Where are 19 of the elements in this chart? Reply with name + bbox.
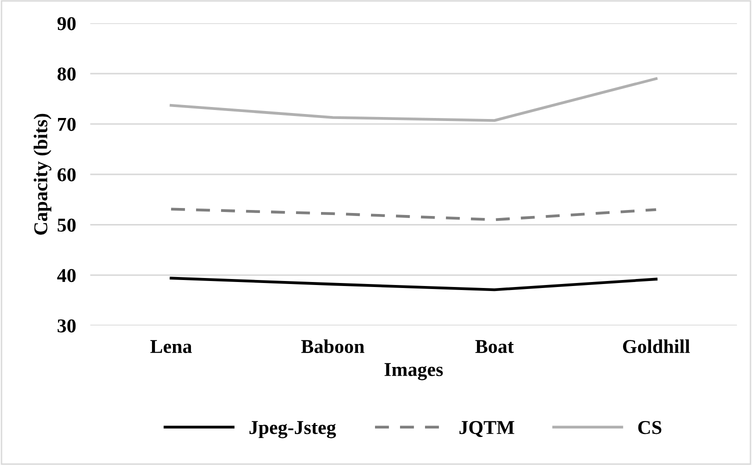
x-tick-label: Goldhill <box>623 339 690 354</box>
x-axis-title: Images <box>384 363 443 380</box>
y-tick-label: 50 <box>58 218 76 232</box>
y-tick-label: 30 <box>58 319 76 332</box>
legend-label: CS <box>638 421 662 434</box>
y-tick-label: 80 <box>58 67 76 81</box>
y-tick-label: 70 <box>58 118 76 131</box>
y-tick-label: 90 <box>57 17 76 30</box>
x-tick-label: Boat <box>475 340 514 354</box>
line-series <box>170 77 658 122</box>
x-tick-label: Lena <box>150 340 192 354</box>
y-tick-label: 60 <box>58 168 76 182</box>
line-series <box>170 276 658 292</box>
x-tick-label: Baboon <box>301 339 364 354</box>
legend-label: Jpeg-Jsteg <box>250 421 336 438</box>
y-axis-title: Capacity (bits) <box>34 114 52 235</box>
legend-label: JQTM <box>459 421 514 438</box>
y-tick-label: 40 <box>57 268 76 282</box>
line-series <box>170 208 658 222</box>
